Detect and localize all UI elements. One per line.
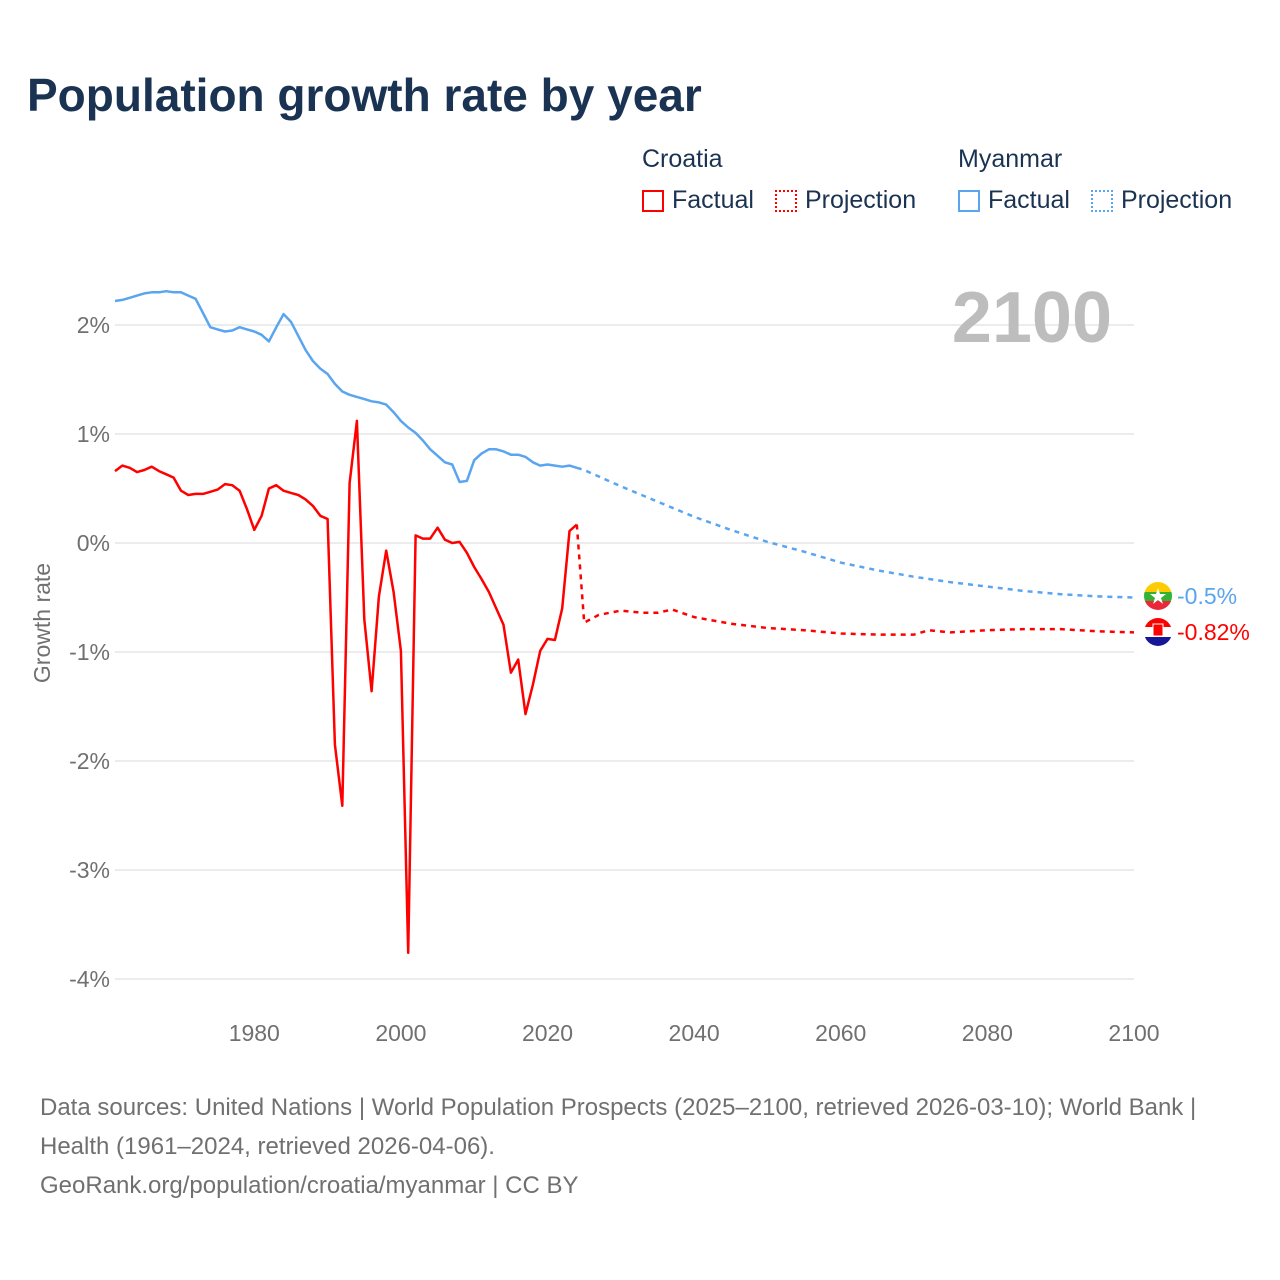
data-sources: Data sources: United Nations | World Pop… — [40, 1094, 1197, 1160]
myanmar-flag-icon — [1144, 582, 1172, 610]
y-tick-label: -2% — [69, 748, 110, 774]
x-tick-label: 2000 — [375, 1020, 426, 1046]
x-tick-label: 2020 — [522, 1020, 573, 1046]
croatia-end-label: -0.82% — [1177, 619, 1250, 645]
line-chart: 2% 1% 0% -1% -2% -3% -4% 1980 2000 2020 2040 2060 20… — [29, 278, 1250, 1046]
y-axis-label: Growth rate — [29, 563, 55, 683]
y-tick-label: 2% — [77, 312, 110, 338]
croatia-flag-icon — [1144, 618, 1172, 646]
year-watermark: 2100 — [952, 278, 1112, 358]
legend-croatia-name: Croatia — [642, 145, 723, 173]
croatia-projection-line — [575, 524, 1135, 636]
myanmar-end-label: -0.5% — [1177, 583, 1237, 609]
x-tick-label: 1980 — [229, 1020, 280, 1046]
x-tick-label: 2040 — [669, 1020, 720, 1046]
y-tick-label: -4% — [69, 966, 110, 992]
legend-myanmar: Myanmar Factual Projection — [958, 145, 1232, 219]
legend-myanmar-name: Myanmar — [958, 145, 1063, 173]
legend-croatia: Croatia Factual Projection — [642, 145, 930, 219]
dotted-swatch-icon — [1090, 189, 1113, 212]
footer: Data sources: United Nations | World Pop… — [40, 1088, 1240, 1205]
solid-swatch-icon — [958, 189, 980, 212]
legend-label: Factual — [672, 186, 754, 214]
chart-title: Population growth rate by year — [27, 69, 702, 121]
legend-myanmar-factual[interactable]: Factual — [958, 186, 1070, 215]
x-tick-label: 2060 — [815, 1020, 866, 1046]
y-tick-label: -3% — [69, 857, 110, 883]
legend-label: Factual — [988, 186, 1070, 214]
y-tick-label: -1% — [69, 639, 110, 665]
legend-label: Projection — [804, 186, 917, 214]
croatia-factual-line — [114, 419, 578, 955]
x-tick-label: 2100 — [1108, 1020, 1159, 1046]
myanmar-projection-line — [576, 466, 1135, 599]
dotted-swatch-icon — [774, 189, 797, 212]
x-tick-label: 2080 — [962, 1020, 1013, 1046]
legend-myanmar-projection[interactable]: Projection — [1090, 186, 1233, 215]
y-tick-label: 1% — [77, 421, 110, 447]
y-tick-label: 0% — [77, 530, 110, 556]
legend-label: Projection — [1120, 186, 1233, 214]
legend-croatia-projection[interactable]: Projection — [774, 186, 917, 215]
legend-croatia-factual[interactable]: Factual — [642, 186, 754, 215]
credit-link[interactable]: GeoRank.org/population/croatia/myanmar |… — [40, 1172, 579, 1199]
solid-swatch-icon — [642, 189, 664, 212]
myanmar-factual-line — [114, 289, 578, 484]
